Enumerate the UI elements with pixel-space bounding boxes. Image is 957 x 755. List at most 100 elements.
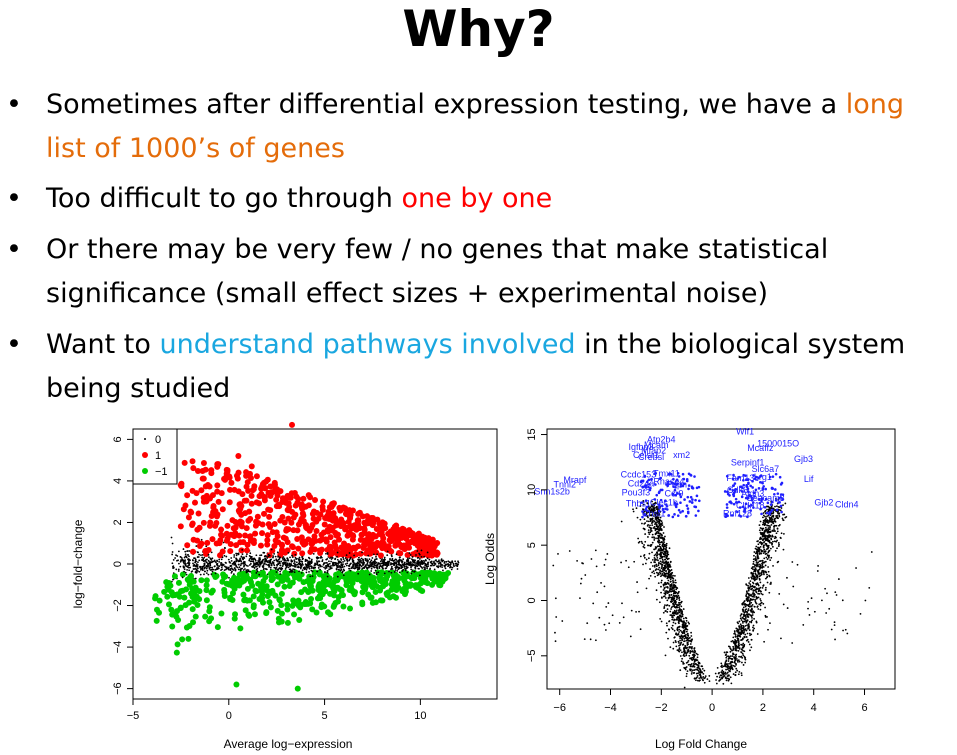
ma-point-up: [400, 542, 407, 549]
volcano-point: [682, 654, 685, 657]
ma-point-up: [200, 519, 207, 526]
volcano-point: [660, 551, 662, 554]
volcano-point: [646, 544, 649, 547]
ma-point-up: [189, 520, 196, 527]
volcano-point: [686, 661, 689, 664]
volcano-point: [755, 590, 757, 593]
volcano-point: [764, 509, 767, 512]
ma-point: [211, 557, 214, 560]
volcano-point: [683, 649, 686, 651]
ma-point: [356, 568, 359, 571]
ma-point-up: [309, 522, 316, 529]
volcano-point: [611, 614, 614, 617]
ma-point: [255, 565, 257, 568]
volcano-point: [667, 568, 669, 571]
ma-point: [229, 565, 232, 568]
ma-point: [230, 567, 233, 570]
ma-point-up: [181, 459, 188, 466]
volcano-point: [592, 602, 595, 605]
volcano-point: [782, 518, 784, 521]
ma-point: [418, 567, 420, 570]
ma-point-up: [216, 540, 223, 547]
volcano-point: [648, 509, 651, 512]
ma-point: [199, 568, 202, 571]
ma-point: [203, 570, 206, 573]
ma-point: [437, 562, 440, 565]
volcano-point: [786, 607, 789, 609]
volcano-point: [672, 584, 675, 587]
volcano-point: [750, 601, 753, 604]
volcano-point: [736, 646, 739, 648]
ma-point: [358, 560, 361, 563]
volcano-point: [663, 548, 665, 550]
ma-point: [279, 573, 282, 575]
volcano-point: [673, 592, 676, 595]
volcano-point: [817, 565, 820, 567]
volcano-point: [652, 506, 655, 508]
ma-point: [402, 568, 405, 571]
volcano-point: [693, 660, 696, 663]
ma-point: [362, 562, 365, 564]
volcano-point: [751, 614, 754, 616]
volcano-point: [747, 589, 750, 592]
ma-point-up: [177, 523, 184, 530]
ma-point: [353, 562, 356, 565]
volcano-point: [745, 591, 748, 593]
ma-point-down: [278, 602, 285, 609]
ma-point-up: [363, 536, 370, 543]
ma-point: [285, 565, 288, 568]
volcano-point: [727, 674, 730, 677]
ma-point: [278, 562, 280, 564]
volcano-point: [667, 575, 670, 578]
ma-point: [371, 557, 374, 559]
volcano-point: [760, 601, 763, 604]
ma-point: [438, 559, 440, 562]
ma-point: [353, 554, 355, 557]
volcano-point: [747, 609, 750, 612]
ma-point: [429, 561, 432, 563]
ma-point-up: [196, 543, 203, 550]
ma-point: [368, 573, 371, 576]
volcano-point: [761, 542, 764, 545]
volcano-point: [670, 606, 673, 609]
ma-point: [301, 557, 304, 560]
ma-point: [231, 563, 234, 565]
ma-point-up: [279, 513, 286, 520]
ma-point-down: [257, 571, 264, 578]
volcano-point: [675, 598, 678, 601]
volcano-point: [751, 581, 754, 584]
volcano-point: [636, 516, 639, 519]
ma-point: [379, 565, 382, 568]
ma-point: [233, 567, 236, 570]
ma-point-up: [318, 546, 325, 553]
volcano-point: [748, 605, 750, 608]
volcano-point: [859, 612, 862, 615]
volcano-point: [682, 662, 685, 665]
ma-point: [314, 562, 316, 565]
volcano-point: [655, 589, 658, 592]
ma-point-up: [253, 518, 260, 525]
ma-point-up: [209, 492, 216, 499]
volcano-point: [683, 646, 686, 649]
volcano-point: [664, 547, 667, 550]
volcano-point: [749, 614, 752, 616]
volcano-point: [580, 577, 583, 580]
ma-point-up: [288, 519, 295, 526]
volcano-point: [659, 617, 662, 620]
volcano-point: [660, 591, 662, 594]
volcano-point: [668, 564, 671, 567]
volcano-point: [772, 511, 775, 513]
ma-point: [375, 555, 377, 558]
ma-point-up: [386, 537, 393, 544]
ma-point: [273, 552, 276, 555]
ma-point: [325, 552, 327, 555]
ma-point-down: [284, 619, 291, 626]
ma-point-down: [350, 588, 357, 595]
volcano-point: [663, 555, 666, 558]
ma-point: [308, 557, 311, 560]
volcano-point: [673, 605, 676, 608]
ma-point: [197, 551, 199, 554]
ma-point: [422, 562, 425, 565]
ma-point-up: [300, 512, 307, 519]
volcano-point: [657, 508, 659, 511]
